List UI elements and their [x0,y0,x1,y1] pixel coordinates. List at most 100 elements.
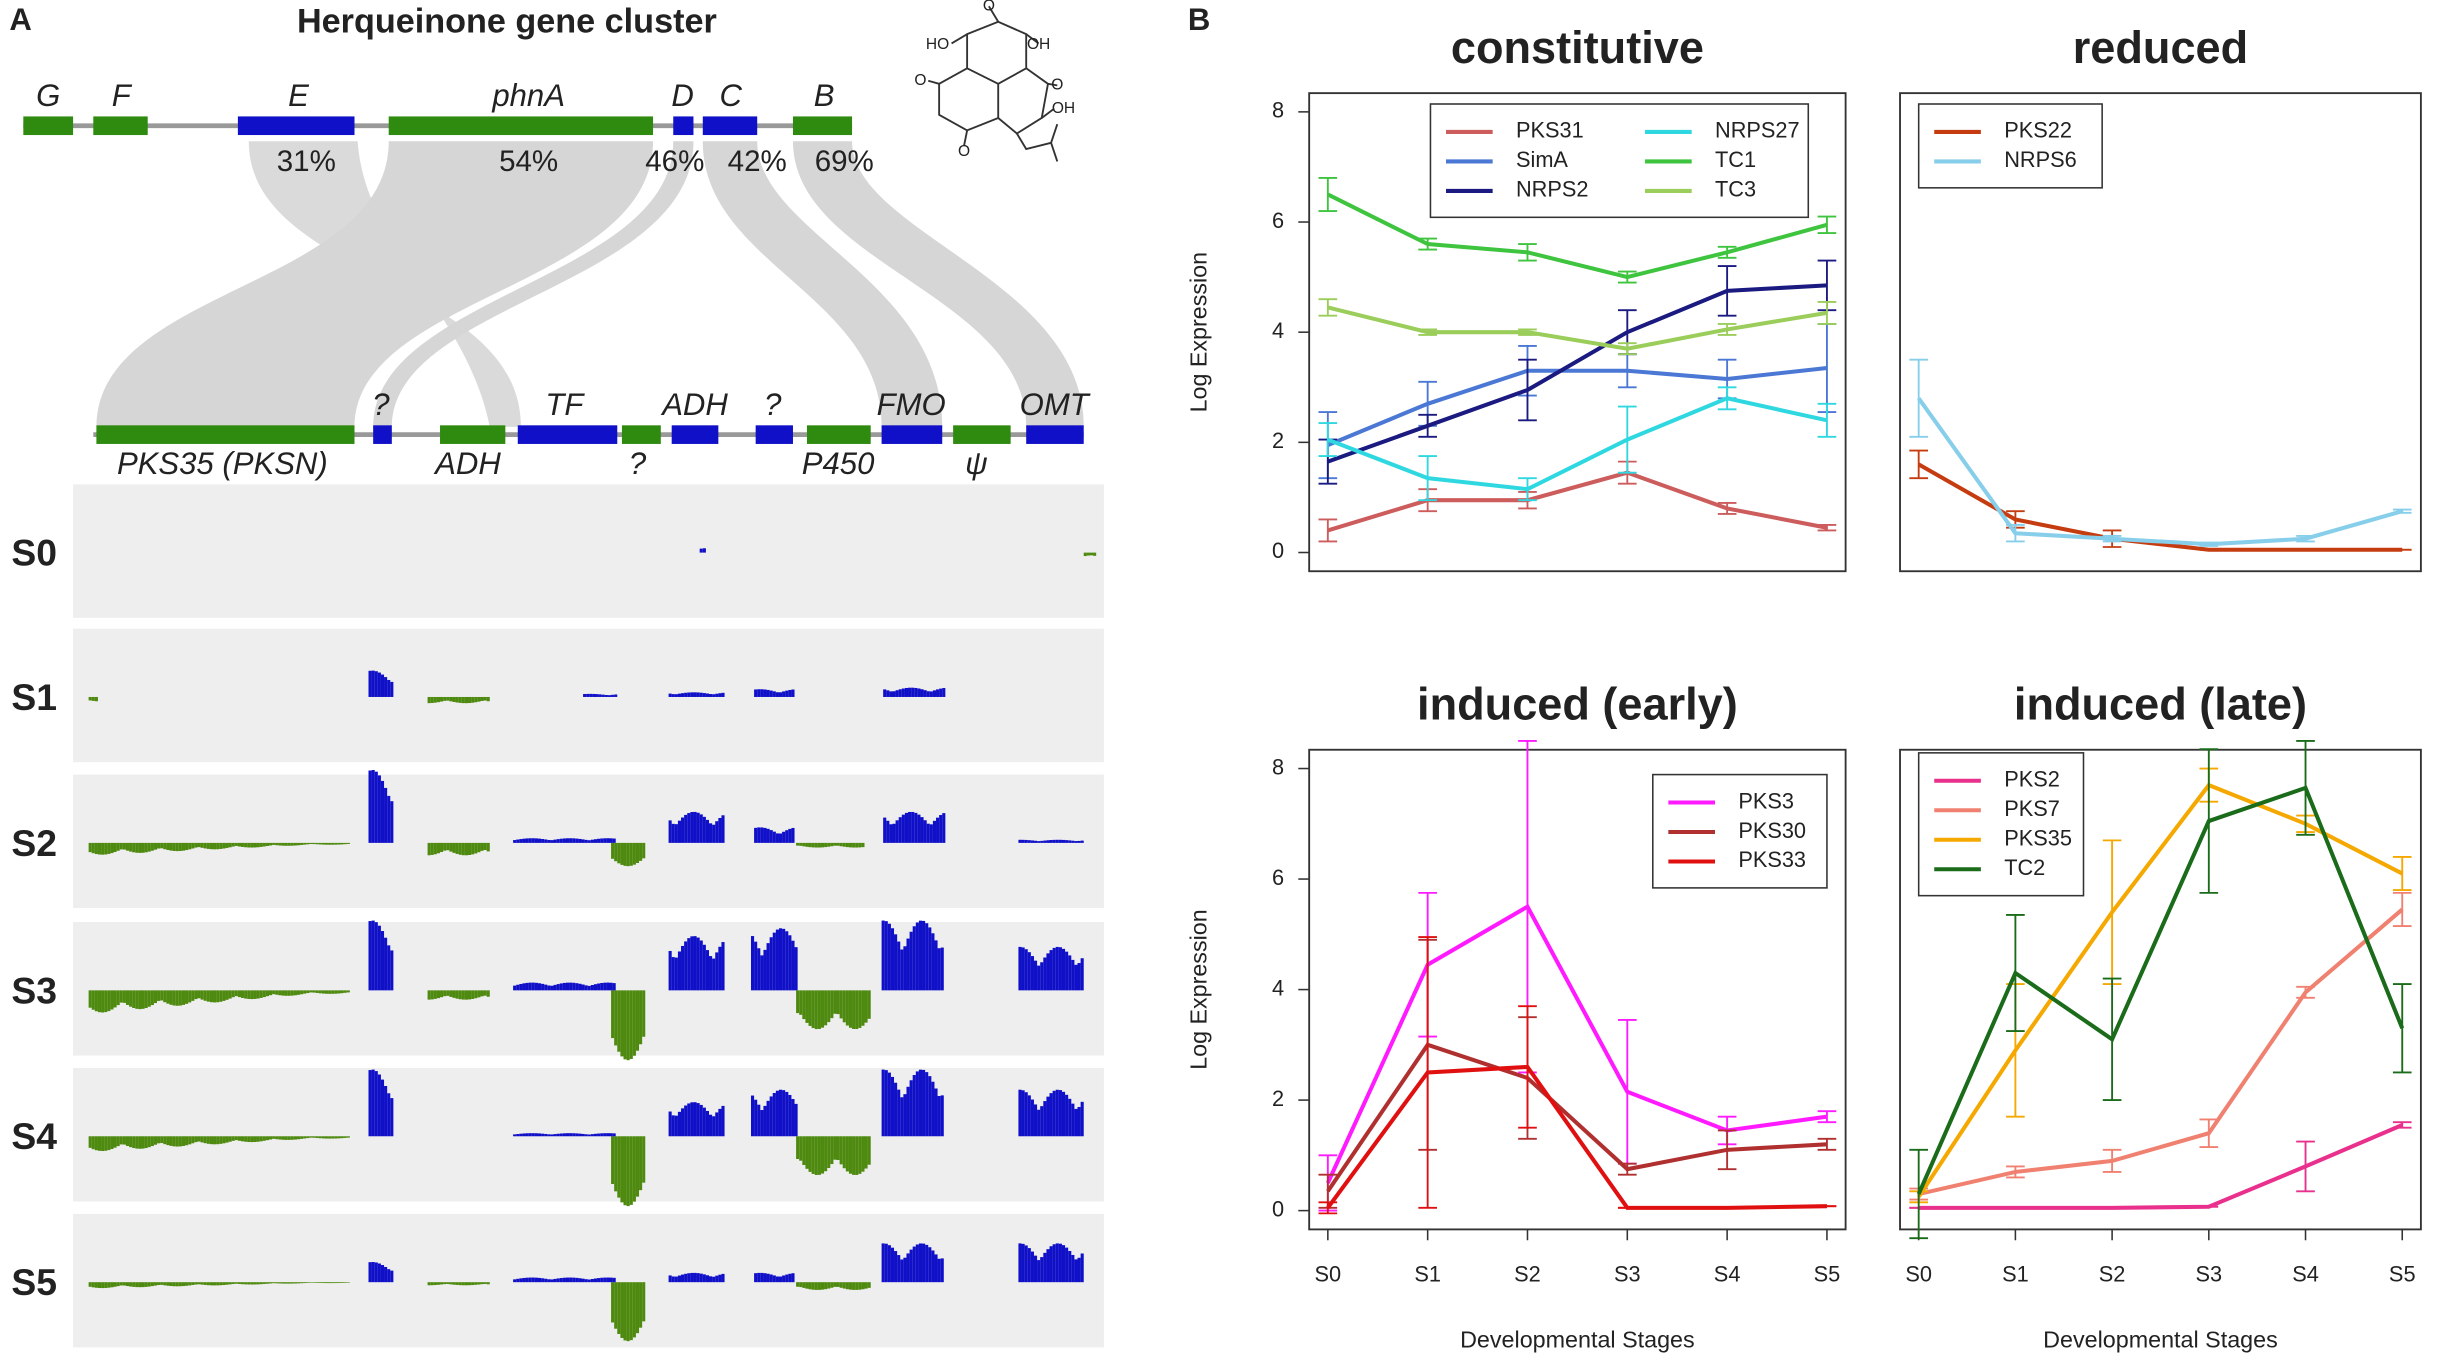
coverage [119,1136,123,1145]
coverage [912,1075,916,1137]
coverage [805,1136,809,1169]
coverage [820,842,825,848]
coverage [932,690,937,697]
coverage [620,1136,624,1203]
coverage [852,1136,856,1175]
coverage [550,840,554,843]
coverage [590,1134,594,1137]
coverage [808,842,812,848]
series-line [1327,470,1828,533]
coverage [620,842,624,865]
coverage [556,984,560,991]
coverage [107,1282,111,1288]
coverage [88,990,92,1008]
coverage [209,1136,214,1145]
coverage [796,990,800,1014]
coverage [614,694,618,697]
coverage [693,1102,697,1137]
coverage [483,1282,487,1284]
coverage [1018,946,1022,991]
coverage [842,842,846,847]
coverage [541,983,545,991]
coverage [702,1107,706,1137]
coverage [556,1278,560,1283]
coverage [611,694,615,697]
coverage [903,1257,907,1283]
coverage [225,842,229,848]
coverage [222,990,226,1001]
coverage [612,1277,616,1283]
coverage [458,696,462,703]
coverage [188,842,192,850]
chart: induced (late) S0 S1 S2 S3 S4 S5 Developmental … [1899,679,2422,1352]
error-bar [1318,518,1338,543]
coverage [929,691,933,697]
x-axis-label: Developmental Stages [2043,1326,2278,1352]
coverage [699,692,703,697]
coverage [1043,957,1047,991]
coverage [721,1105,725,1137]
coverage [687,813,691,843]
y-tick-label: 0 [1272,1196,1284,1221]
coverage [940,947,944,991]
coverage [234,1136,238,1141]
coverage [256,990,260,999]
coverage [699,1273,703,1283]
coverage [553,984,557,991]
coverage [705,950,710,991]
coverage [858,842,862,848]
coverage [603,982,607,991]
coverage [446,990,450,996]
legend-label: TC2 [2004,855,2045,880]
coverage [912,1246,916,1283]
coverage [897,941,901,991]
coverage [1068,840,1072,843]
coverage [858,1282,862,1290]
coverage [480,990,484,997]
coverage [213,990,217,1003]
coverage [516,984,520,991]
coverage [259,1282,263,1285]
coverage [906,938,910,991]
coverage [531,982,535,991]
coverage [898,689,902,697]
coverage [677,693,682,697]
coverage [578,838,582,843]
series-line [1327,283,1828,464]
coverage [696,812,700,843]
coverage [94,990,98,1012]
coverage [581,1278,585,1283]
coverage [712,1116,716,1137]
coverage [281,1136,285,1140]
coverage [590,1278,594,1283]
coverage [516,1134,520,1137]
chart: reduced PKS22 NRPS6 [1899,22,2422,573]
coverage [525,1133,529,1137]
gene [792,116,853,136]
coverage [830,842,834,847]
coverage [827,990,831,1023]
coverage [272,1282,276,1284]
coverage [374,771,378,843]
coverage [328,1136,332,1139]
coverage [772,831,776,843]
coverage [864,1136,868,1169]
coverage [1074,1259,1078,1283]
coverage [166,990,170,1004]
gene [373,425,392,444]
legend-label: NRPS2 [1516,177,1589,202]
coverage [125,1136,130,1146]
coverage [138,1136,142,1149]
coverage [674,694,678,697]
coverage [321,1136,325,1139]
coverage [833,1136,837,1160]
coverage [253,1136,257,1142]
legend-label: NRPS6 [2004,147,2077,172]
coverage [275,990,279,995]
coverage [237,1136,242,1141]
coverage [931,933,935,991]
gene [237,116,355,136]
coverage [384,1266,388,1283]
coverage [110,842,114,854]
coverage [929,824,933,843]
